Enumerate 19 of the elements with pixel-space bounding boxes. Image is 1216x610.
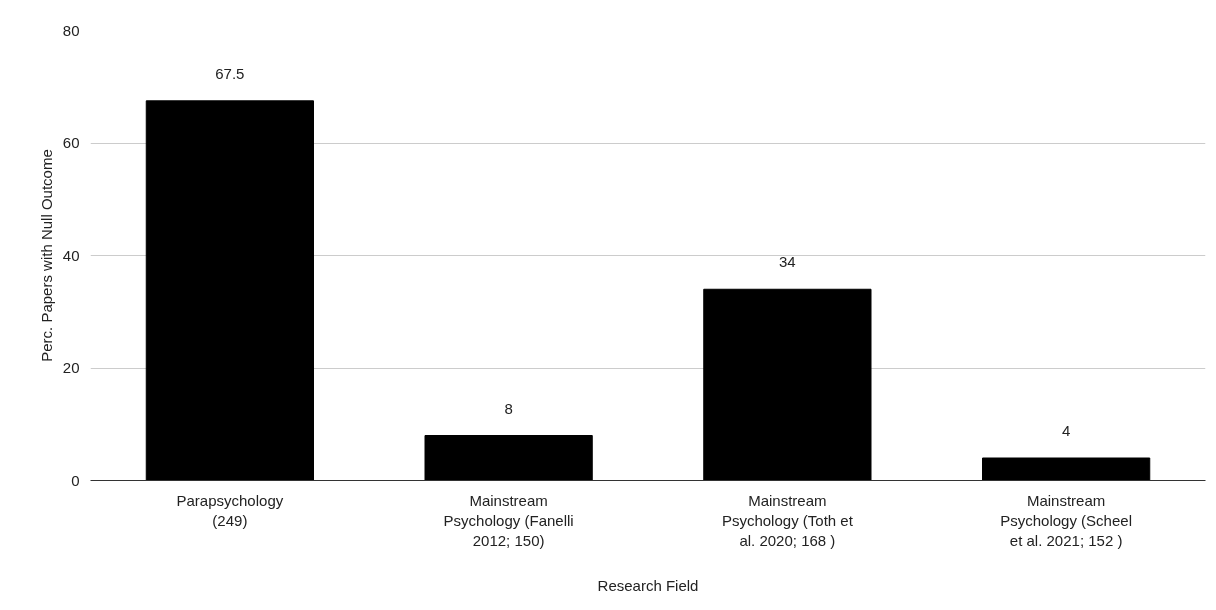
- x-tick-label: Mainstream Psychology (Toth et al. 2020; 168 ): [721, 491, 854, 550]
- data-label: 8: [504, 399, 513, 417]
- y-tick-label: 0: [71, 471, 80, 489]
- data-label: 34: [779, 253, 796, 271]
- y-tick-label: 60: [62, 134, 80, 151]
- bar: [703, 288, 872, 481]
- y-tick-label: 20: [62, 359, 80, 376]
- y-tick-label: 80: [62, 21, 80, 39]
- data-label: 4: [1061, 422, 1071, 439]
- bar: [424, 435, 593, 481]
- bar: [145, 100, 314, 481]
- x-tick-label: Mainstream Psychology (Scheel et al. 2021; 152 ): [1000, 491, 1132, 550]
- bar: [982, 457, 1151, 481]
- x-tick-label: Parapsychology (249): [176, 491, 284, 529]
- x-tick-label: Mainstream Psychology (Fanelli 2012; 150): [443, 491, 574, 550]
- y-tick-label: 40: [62, 246, 80, 264]
- y-axis-title: Perc. Papers with Null Outcome: [37, 149, 55, 362]
- x-axis-title: Research Field: [597, 577, 699, 595]
- data-label: 67.5: [215, 64, 245, 82]
